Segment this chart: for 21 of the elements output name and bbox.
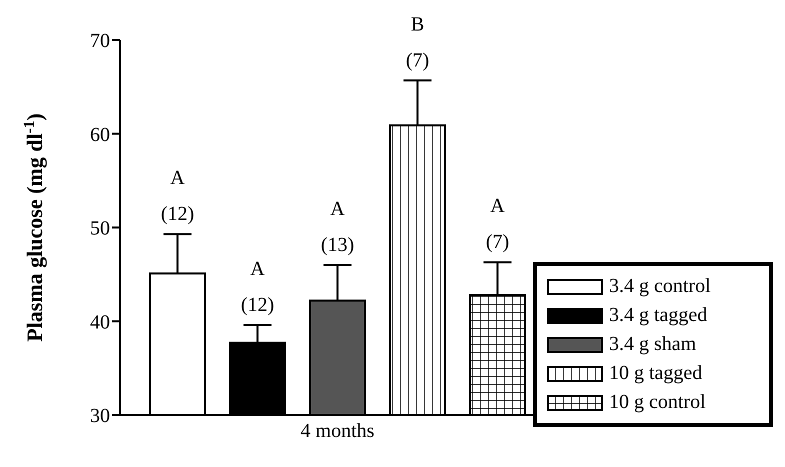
y-tick-label: 30 bbox=[90, 405, 110, 428]
annotation: (7) bbox=[486, 231, 510, 254]
legend-label: 3.4 g sham bbox=[609, 333, 696, 356]
annotation: (7) bbox=[406, 49, 430, 72]
annotation: A bbox=[490, 195, 506, 218]
annotation: A bbox=[250, 258, 266, 280]
y-tick-label: 50 bbox=[90, 218, 110, 240]
annotation: A bbox=[170, 167, 186, 190]
y-tick-label: 70 bbox=[90, 30, 110, 52]
y-tick-label: 40 bbox=[90, 311, 110, 334]
legend-label: 10 g control bbox=[609, 391, 706, 414]
legend-label: 3.4 g tagged bbox=[609, 304, 708, 327]
y-tick-label: 60 bbox=[90, 124, 110, 146]
x-tick-label: 4 months bbox=[300, 420, 375, 442]
annotation: (12) bbox=[240, 294, 274, 316]
annotation: (12) bbox=[160, 203, 194, 226]
text: B bbox=[410, 13, 424, 36]
legend-label: 3.4 g control bbox=[609, 275, 711, 298]
annotation: A bbox=[330, 198, 346, 220]
legend-label: 10 g tagged bbox=[609, 362, 702, 385]
annotation: (13) bbox=[320, 234, 354, 256]
